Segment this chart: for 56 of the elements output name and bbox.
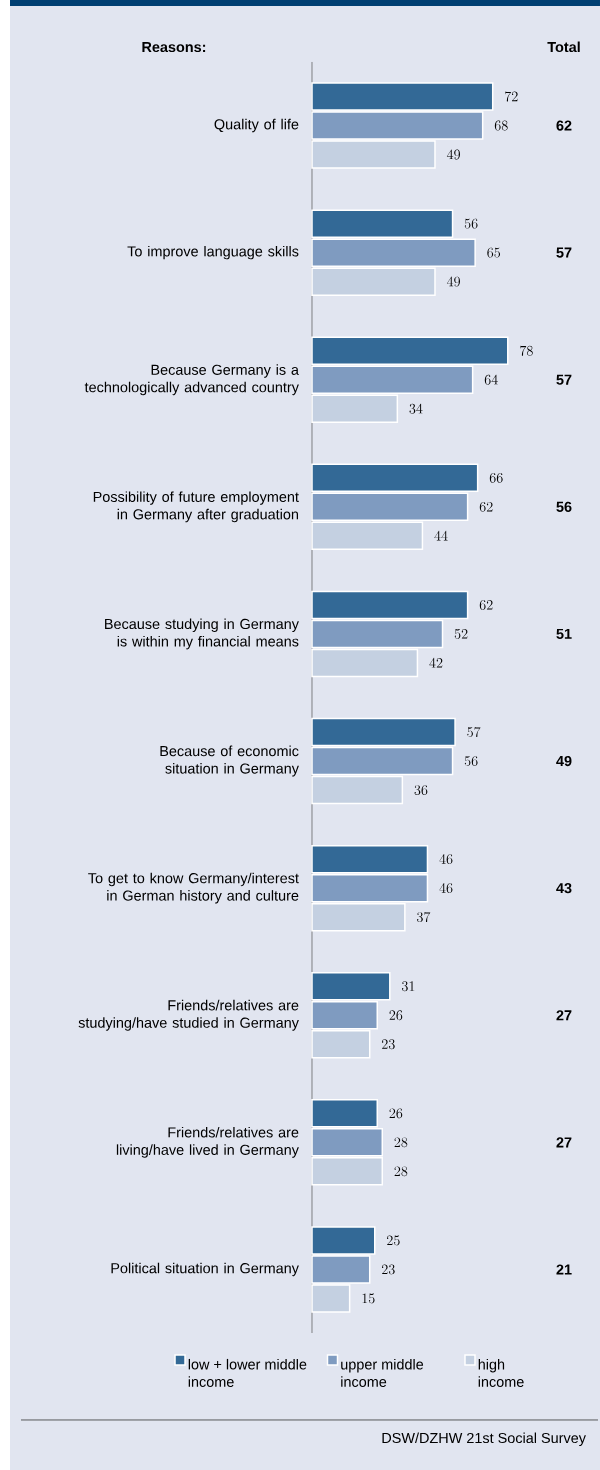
data-label: 36 [414,785,428,795]
data-label: 34 [409,403,423,414]
data-label: 31 [401,981,415,992]
text: 51 [556,628,572,639]
y-tick-label: Friends/relatives are living/have lived in Germany [116,1126,299,1158]
y-tick-label: Because Germany is a technologically advanced country [84,364,299,396]
data-label: 42 [429,657,443,668]
legend-label: high income [478,1358,524,1387]
y-axis-title: Reasons: [142,42,206,53]
legend-label: upper middle income [341,1358,424,1387]
y-tick-label: Possibility of future employment in Germany after graduation [93,491,299,523]
data-label: 64 [484,374,498,385]
data-label: 28 [394,1166,408,1177]
text: 56 [556,501,572,512]
text: 57 [556,247,572,258]
y-tick-label: Because studying in Germany is within my financial means [105,618,299,650]
data-label: 23 [382,1264,395,1275]
text: 43 [556,883,572,894]
data-label: 78 [520,345,533,356]
text: Total [547,41,580,53]
legend-label: low + lower middle income [188,1358,307,1387]
data-label: 15 [362,1293,375,1304]
data-label: 56 [464,756,478,766]
data-label: 62 [479,600,493,610]
data-label: 62 [479,501,493,512]
text: 49 [556,755,572,767]
text: 21 [556,1264,572,1275]
data-label: 49 [446,149,460,160]
y-tick-label: Quality of life [214,118,299,133]
text: 62 [556,120,572,131]
text: 27 [556,1137,572,1148]
data-label: 66 [489,472,503,483]
data-label: 52 [454,629,468,639]
text: 57 [556,374,572,385]
data-label: 25 [387,1235,400,1246]
data-label: 65 [487,247,501,258]
data-label: 37 [417,912,431,923]
data-label: 26 [389,1108,403,1119]
data-label: 57 [467,726,481,737]
data-label: 46 [439,854,453,865]
data-label: 49 [446,276,460,287]
data-label: 28 [394,1137,408,1148]
data-label: 46 [439,883,453,894]
text: 27 [556,1010,572,1021]
data-label: 72 [505,91,518,102]
y-tick-label: Because of economic situation in Germany [160,745,299,777]
data-label: 44 [434,530,448,541]
data-label: 23 [382,1039,395,1050]
y-tick-label: To get to know Germany/interest in German history and culture [88,872,299,904]
data-label: 56 [464,218,478,229]
y-tick-label: Political situation in Germany [111,1262,299,1277]
data-label: 26 [389,1010,403,1021]
text: DSW/DZHW 21st Social Survey [382,1432,586,1446]
y-tick-label: To improve language skills [127,245,299,260]
y-tick-label: Friends/relatives are studying/have studied in Germany [78,999,299,1031]
data-label: 68 [494,120,508,131]
